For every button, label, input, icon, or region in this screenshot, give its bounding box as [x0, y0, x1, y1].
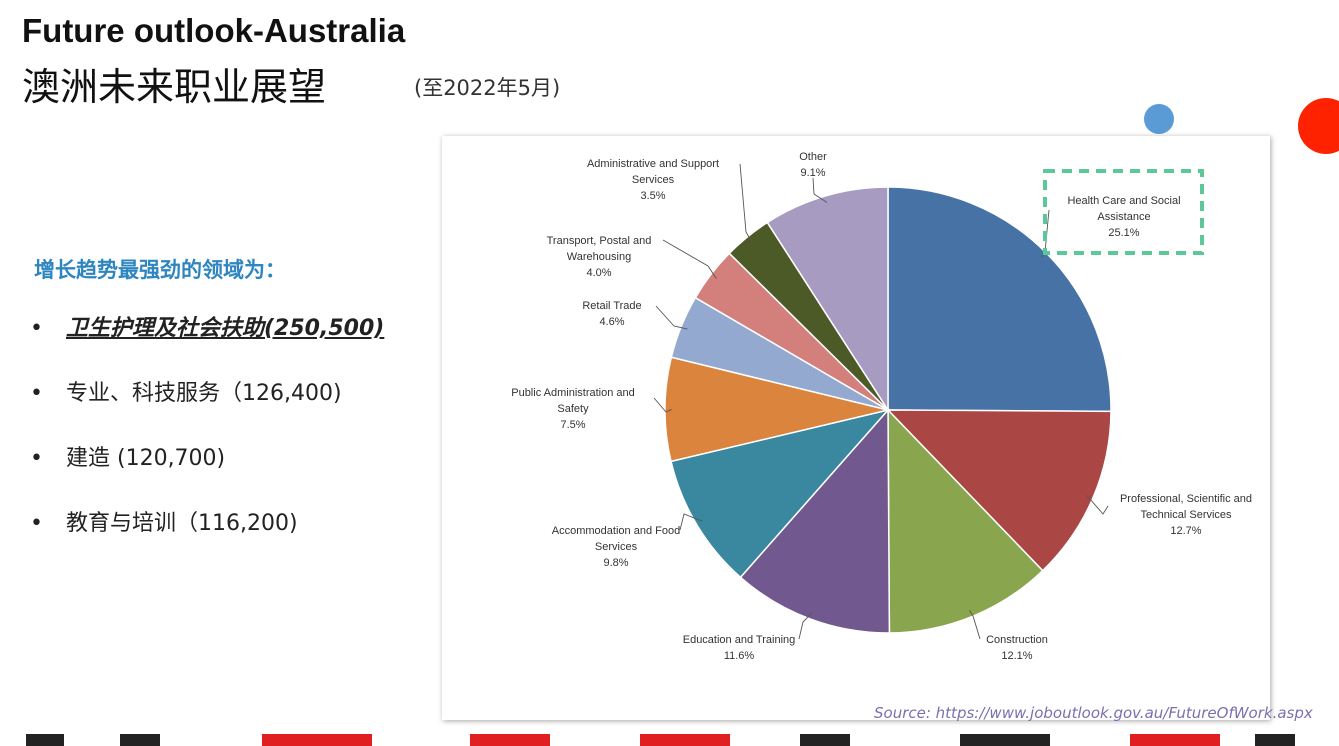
slice-label-line: Other: [799, 151, 827, 163]
slice-label-line: Accommodation and Food: [552, 525, 680, 537]
bullet-mark: •: [30, 511, 43, 536]
slice-label-4: Accommodation and Food Services 9.8%: [552, 525, 680, 569]
pie-slice-2: [887, 408, 1044, 634]
cropped-text-fragments: [0, 726, 1339, 746]
trend-heading: 增长趋势最强劲的领域为：: [34, 258, 286, 282]
leader-line-5: [653, 397, 672, 413]
slice-label-3: Education and Training 11.6%: [683, 634, 796, 662]
slice-label-0: Health Care and Social Assistance 25.1%: [1067, 195, 1180, 239]
slice-label-line: Retail Trade: [582, 300, 641, 312]
bullet-mark: •: [30, 381, 43, 406]
slice-label-line: Technical Services: [1140, 509, 1232, 521]
source-link[interactable]: Source: https://www.joboutlook.gov.au/Fu…: [874, 704, 1313, 722]
slice-label-1: Professional, Scientific and Technical Se…: [1120, 493, 1252, 537]
bullet-text: 教育与培训（116,200): [66, 511, 298, 536]
title-english: Future outlook-Australia: [22, 12, 406, 49]
bullet-mark: •: [30, 316, 43, 341]
slice-percent-label: 4.0%: [586, 267, 611, 279]
slice-label-line: Construction: [986, 634, 1048, 646]
slice-label-line: Administrative and Support: [587, 158, 719, 170]
slice-label-line: Professional, Scientific and: [1120, 493, 1252, 505]
slice-label-2: Construction 12.1%: [986, 634, 1048, 662]
fragment-mark: [120, 734, 160, 746]
slice-label-9: Other 9.1%: [799, 151, 827, 179]
slice-label-line: Assistance: [1097, 211, 1150, 223]
pie-slice-9: [766, 186, 889, 413]
slice-label-5: Public Administration and Safety 7.5%: [511, 387, 635, 431]
bullet-item-education: • 教育与培训（116,200): [30, 505, 384, 570]
slice-label-line: Safety: [557, 403, 589, 415]
slice-label-line: Health Care and Social: [1067, 195, 1180, 207]
bullet-item-construction: • 建造 (120,700): [30, 440, 384, 505]
leader-line-4: [679, 513, 703, 531]
fragment-mark: [1130, 734, 1220, 746]
slice-label-8: Administrative and Support Services 3.5%: [587, 158, 719, 202]
pie-labels: Health Care and Social Assistance 25.1% Pro…: [511, 151, 1252, 662]
fragment-mark: [960, 734, 1050, 746]
pie-slice-3: [739, 408, 891, 634]
leader-line-1: [1086, 495, 1109, 515]
bullet-item-health: • 卫生护理及社会扶助(250,500): [30, 310, 384, 375]
slice-label-line: Public Administration and: [511, 387, 635, 399]
fragment-mark: [26, 734, 64, 746]
slice-label-line: Transport, Postal and: [547, 235, 652, 247]
fragment-mark: [262, 734, 372, 746]
pie-leader-lines: [653, 163, 1109, 640]
bullet-text: 专业、科技服务（126,400): [66, 381, 342, 406]
bullet-text: 建造 (120,700): [66, 446, 226, 471]
slice-percent-label: 12.1%: [1001, 650, 1032, 662]
slice-label-6: Retail Trade 4.6%: [582, 300, 641, 328]
slice-percent-label: 9.8%: [603, 557, 628, 569]
slice-label-line: Services: [632, 174, 675, 186]
bullet-text: 卫生护理及社会扶助(250,500): [66, 316, 385, 341]
decorative-red-dot: [1298, 98, 1339, 154]
leader-line-3: [798, 612, 813, 640]
slice-label-line: Education and Training: [683, 634, 796, 646]
fragment-mark: [800, 734, 850, 746]
leader-line-7: [662, 239, 717, 279]
slice-percent-label: 4.6%: [599, 316, 624, 328]
date-note: (至2022年5月): [414, 76, 561, 100]
slice-label-7: Transport, Postal and Warehousing 4.0%: [547, 235, 652, 279]
decorative-blue-dot: [1144, 104, 1174, 134]
pie-chart: Health Care and Social Assistance 25.1% Pro…: [511, 151, 1252, 662]
chart-frame: Health Care and Social Assistance 25.1% Pro…: [442, 136, 1270, 720]
leader-line-6: [655, 305, 688, 330]
slice-percent-label: 7.5%: [560, 419, 585, 431]
slice-percent-label: 12.7%: [1170, 525, 1201, 537]
bullet-item-professional: • 专业、科技服务（126,400): [30, 375, 384, 440]
fragment-mark: [640, 734, 730, 746]
leader-line-9: [812, 177, 828, 203]
slice-label-line: Services: [595, 541, 638, 553]
slice-percent-label: 3.5%: [640, 190, 665, 202]
leader-line-8: [739, 163, 753, 243]
fragment-mark: [470, 734, 550, 746]
slice-percent-label: 11.6%: [724, 650, 755, 662]
slice-percent-label: 9.1%: [800, 167, 825, 179]
slice-percent-label: 25.1%: [1108, 227, 1139, 239]
pie-slices: [664, 186, 1112, 634]
fragment-mark: [1255, 734, 1295, 746]
pie-slice-5: [664, 356, 889, 463]
leader-line-2: [969, 610, 981, 640]
bullet-mark: •: [30, 446, 43, 471]
title-chinese: 澳洲未来职业展望: [22, 65, 327, 109]
pie-slice-0: [887, 186, 1112, 413]
slice-label-line: Warehousing: [567, 251, 631, 263]
bullet-list: • 卫生护理及社会扶助(250,500) • 专业、科技服务（126,400) • 建…: [30, 310, 384, 570]
pie-slice-1: [886, 409, 1112, 572]
pie-slice-4: [670, 408, 891, 579]
